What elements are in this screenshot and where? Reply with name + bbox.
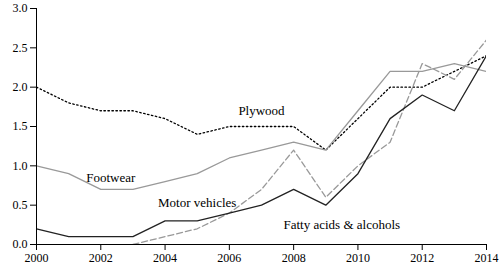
svg-text:2012: 2012 — [410, 251, 434, 265]
svg-text:2000: 2000 — [25, 251, 49, 265]
svg-text:0.5: 0.5 — [13, 198, 28, 212]
svg-text:2004: 2004 — [153, 251, 177, 265]
svg-text:2006: 2006 — [217, 251, 241, 265]
svg-text:0.0: 0.0 — [13, 237, 28, 251]
svg-text:Fatty acids & alcohols: Fatty acids & alcohols — [283, 217, 400, 232]
svg-text:2008: 2008 — [282, 251, 306, 265]
svg-text:1.5: 1.5 — [13, 119, 28, 133]
svg-text:2002: 2002 — [89, 251, 113, 265]
svg-text:2.0: 2.0 — [13, 80, 28, 94]
svg-text:Plywood: Plywood — [238, 103, 285, 118]
svg-text:Footwear: Footwear — [86, 170, 136, 185]
svg-text:2014: 2014 — [475, 251, 499, 265]
svg-text:Motor vehicles: Motor vehicles — [158, 195, 236, 210]
svg-text:2.5: 2.5 — [13, 41, 28, 55]
svg-text:3.0: 3.0 — [13, 1, 28, 15]
svg-text:1.0: 1.0 — [13, 159, 28, 173]
svg-text:2010: 2010 — [346, 251, 370, 265]
